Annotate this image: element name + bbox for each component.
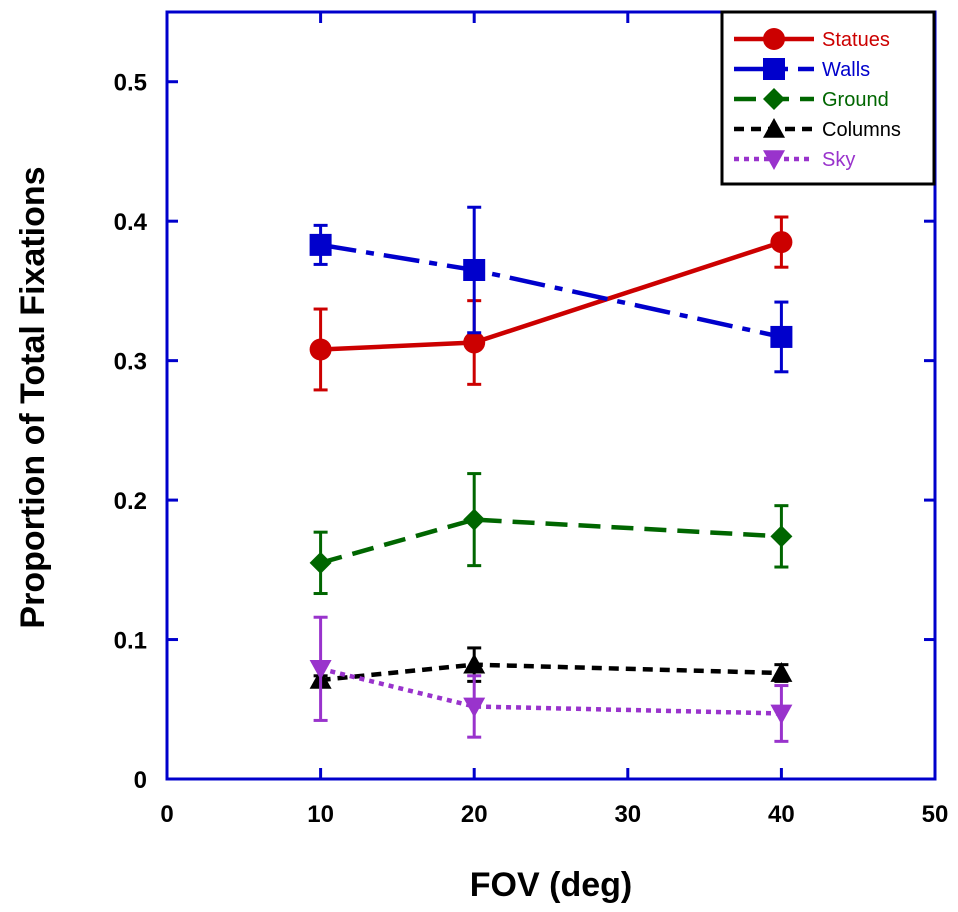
sky-point — [463, 697, 486, 718]
legend-marker-columns — [763, 118, 785, 138]
walls-point — [463, 258, 486, 281]
walls-point — [770, 325, 793, 348]
legend-label-columns: Columns — [822, 119, 901, 141]
y-tick-label: 0.4 — [114, 209, 148, 236]
legend-marker-sky — [763, 150, 785, 170]
legend-marker-walls — [763, 58, 785, 80]
statues-point — [309, 338, 332, 361]
x-axis-title: FOV (deg) — [470, 866, 632, 904]
statues-point — [770, 231, 793, 254]
legend-label-ground: Ground — [822, 89, 889, 111]
ground-point — [463, 508, 486, 531]
legend: Statues Walls Ground Columns Sky — [720, 10, 936, 186]
series-walls — [309, 205, 793, 374]
y-tick-labels: 0 0.1 0.2 0.3 0.4 0.5 — [114, 70, 148, 794]
legend-marker-statues — [763, 28, 785, 50]
columns-line — [320, 662, 782, 683]
y-tick-label: 0.2 — [114, 488, 147, 515]
x-tick-label: 30 — [614, 801, 641, 828]
legend-label-walls: Walls — [822, 59, 870, 81]
series-statues — [309, 215, 793, 392]
y-tick-label: 0.3 — [114, 349, 147, 376]
y-tick-label: 0.5 — [114, 70, 147, 97]
walls-point — [309, 233, 332, 256]
ground-point — [770, 525, 793, 548]
y-tick-marks — [167, 80, 935, 781]
sky-line — [320, 666, 782, 716]
x-tick-label: 40 — [768, 801, 795, 828]
x-tick-label: 0 — [160, 801, 173, 828]
columns-point — [770, 662, 793, 682]
ground-line — [319, 517, 782, 566]
series-ground — [309, 472, 793, 596]
statues-point — [463, 331, 486, 354]
x-tick-labels: 0 10 20 30 40 50 — [160, 801, 948, 828]
x-tick-label: 10 — [307, 801, 334, 828]
x-tick-label: 50 — [922, 801, 949, 828]
x-tick-label: 20 — [461, 801, 488, 828]
plot-frame — [165, 10, 937, 781]
series-layer — [309, 205, 793, 743]
y-axis-title: Proportion of Total Fixations — [14, 166, 52, 628]
ground-point — [309, 551, 332, 574]
walls-line — [320, 242, 782, 340]
y-tick-label: 0.1 — [114, 628, 147, 655]
legend-label-sky: Sky — [822, 149, 855, 171]
y-tick-label: 0 — [134, 767, 147, 794]
legend-marker-ground — [763, 88, 785, 110]
legend-label-statues: Statues — [822, 29, 890, 51]
series-sky — [309, 615, 793, 743]
sky-point — [770, 704, 793, 725]
columns-point — [463, 653, 486, 674]
sky-point — [309, 660, 332, 680]
